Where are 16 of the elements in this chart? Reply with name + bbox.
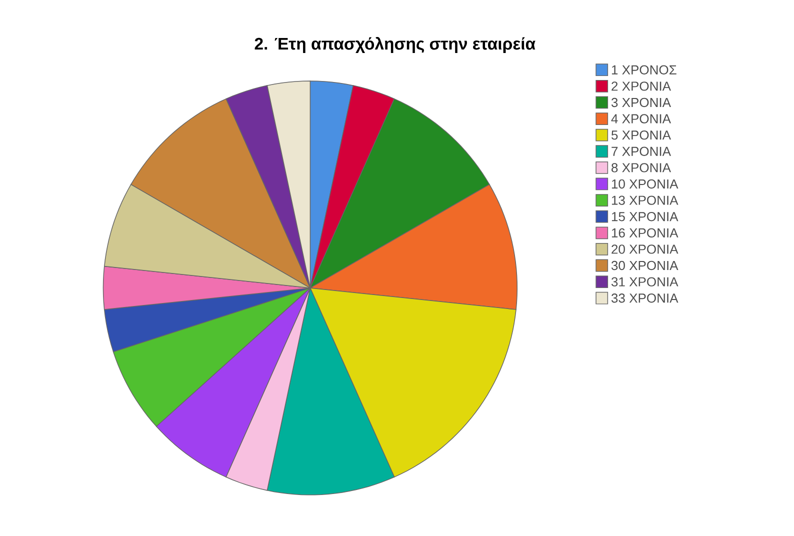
legend-label: 1 ΧΡΟΝΟΣ [612, 65, 676, 74]
legend-label: 8 ΧΡΟΝΙΑ [612, 163, 672, 172]
legend-label: 15 ΧΡΟΝΙΑ [612, 212, 678, 222]
legend-label: 13 ΧΡΟΝΙΑ [612, 196, 678, 205]
legend-label: 2 ΧΡΟΝΙΑ [612, 81, 672, 91]
legend-label: 31 ΧΡΟΝΙΑ [611, 277, 678, 286]
legend-label: 10 ΧΡΟΝΙΑ [612, 179, 678, 188]
legend-label: 5 ΧΡΟΝΙΑ [611, 130, 672, 140]
legend-label: 33 ΧΡΟΝΙΑ [611, 293, 678, 303]
legend-label: 20 ΧΡΟΝΙΑ [612, 244, 678, 254]
legend-label: 16 ΧΡΟΝΙΑ [612, 228, 678, 238]
legend-label: 7 ΧΡΟΝΙΑ [612, 146, 672, 156]
legend-label: 30 ΧΡΟΝΙΑ [611, 260, 678, 270]
chart-title: 2. Έτη απασχόλησης στην εταιρεία [254, 36, 536, 53]
legend-label: 3 ΧΡΟΝΙΑ [611, 98, 672, 107]
legend-label: 4 ΧΡΟΝΙΑ [611, 114, 672, 124]
